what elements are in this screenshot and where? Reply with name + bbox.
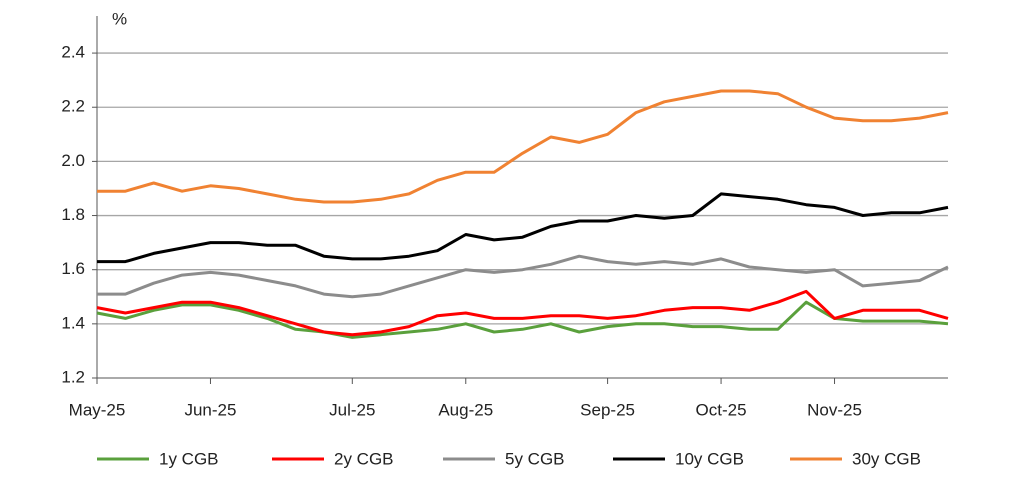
x-tick-label: Jul-25 — [329, 400, 375, 419]
y-axis-label: % — [112, 9, 127, 28]
y-tick-label: 1.8 — [61, 205, 85, 224]
legend-label: 5y CGB — [505, 449, 565, 468]
x-tick-label: Sep-25 — [580, 400, 635, 419]
series-line — [97, 254, 949, 299]
y-tick-label: 1.4 — [61, 313, 85, 332]
legend-label: 2y CGB — [334, 449, 394, 468]
y-tick-label: 2.4 — [61, 43, 85, 62]
series-line — [97, 192, 949, 264]
series-line — [96, 289, 949, 337]
legend-label: 30y CGB — [852, 449, 921, 468]
x-tick-label: Jun-25 — [184, 400, 236, 419]
y-tick-label: 2.0 — [61, 151, 85, 170]
series-line — [97, 89, 949, 204]
y-tick-label: 1.6 — [61, 259, 85, 278]
legend-label: 10y CGB — [675, 449, 744, 468]
x-tick-label: Aug-25 — [438, 400, 493, 419]
x-tick-label: Nov-25 — [807, 400, 862, 419]
y-tick-label: 1.2 — [61, 367, 85, 386]
x-tick-label: Oct-25 — [696, 400, 747, 419]
series-line — [96, 300, 949, 339]
legend-label: 1y CGB — [159, 449, 219, 468]
y-tick-label: 2.2 — [61, 97, 85, 116]
x-tick-label: May-25 — [69, 400, 126, 419]
